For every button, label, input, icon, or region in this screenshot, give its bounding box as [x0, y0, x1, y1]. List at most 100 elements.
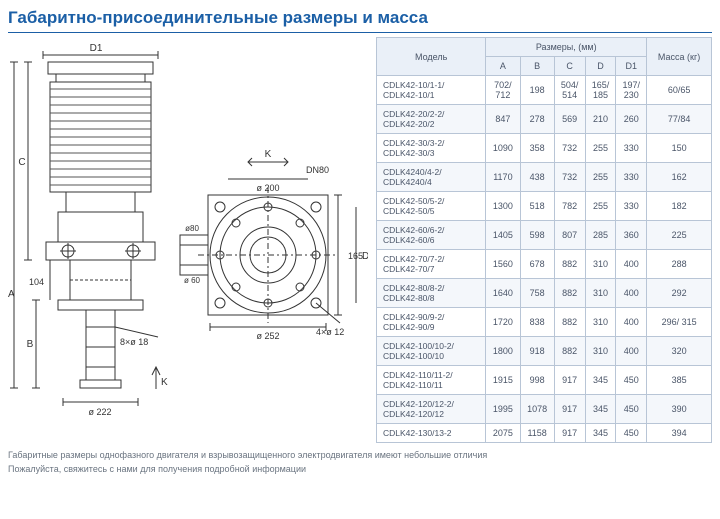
cell-D: 210	[585, 105, 616, 134]
cell-D: 310	[585, 279, 616, 308]
cell-C: 732	[554, 163, 585, 192]
cell-B: 438	[520, 163, 554, 192]
th-col: D	[585, 57, 616, 76]
cell-mass: 150	[647, 134, 712, 163]
svg-text:B: B	[27, 339, 34, 350]
cell-D: 310	[585, 308, 616, 337]
cell-A: 1170	[486, 163, 520, 192]
cell-D: 285	[585, 221, 616, 250]
cell-model: CDLK42-10/1-1/ CDLK42-10/1	[377, 76, 486, 105]
cell-B: 1078	[520, 395, 554, 424]
svg-text:DN80: DN80	[306, 165, 329, 175]
th-mass: Масса (кг)	[647, 38, 712, 76]
cell-B: 678	[520, 250, 554, 279]
cell-model: CDLK42-70/7-2/ CDLK42-70/7	[377, 250, 486, 279]
svg-text:ø 252: ø 252	[256, 331, 279, 341]
cell-D: 310	[585, 337, 616, 366]
cell-D1: 450	[616, 424, 647, 443]
cell-A: 2075	[486, 424, 520, 443]
cell-D1: 330	[616, 163, 647, 192]
cell-A: 1560	[486, 250, 520, 279]
cell-mass: 292	[647, 279, 712, 308]
table-row: CDLK42-130/13-220751158917345450394	[377, 424, 712, 443]
table-row: CDLK42-110/11-2/ CDLK42-110/111915998917…	[377, 366, 712, 395]
cell-B: 998	[520, 366, 554, 395]
svg-text:D: D	[362, 251, 368, 262]
content-row: D1	[0, 37, 720, 443]
cell-B: 198	[520, 76, 554, 105]
table-row: CDLK42-20/2-2/ CDLK42-20/284727856921026…	[377, 105, 712, 134]
cell-model: CDLK42-110/11-2/ CDLK42-110/11	[377, 366, 486, 395]
cell-D1: 260	[616, 105, 647, 134]
svg-text:A: A	[8, 289, 15, 300]
cell-D1: 400	[616, 337, 647, 366]
cell-A: 1300	[486, 192, 520, 221]
cell-D: 345	[585, 366, 616, 395]
cell-D1: 400	[616, 279, 647, 308]
cell-C: 882	[554, 279, 585, 308]
table-row: CDLK42-100/10-2/ CDLK42-100/101800918882…	[377, 337, 712, 366]
cell-C: 807	[554, 221, 585, 250]
cell-mass: 394	[647, 424, 712, 443]
th-dimensions: Размеры, (мм)	[486, 38, 647, 57]
cell-model: CDLK4240/4-2/ CDLK4240/4	[377, 163, 486, 192]
footnotes: Габаритные размеры однофазного двигателя…	[0, 443, 720, 482]
cell-mass: 296/ 315	[647, 308, 712, 337]
th-model: Модель	[377, 38, 486, 76]
cell-mass: 77/84	[647, 105, 712, 134]
cell-model: CDLK42-80/8-2/ CDLK42-80/8	[377, 279, 486, 308]
cell-A: 1995	[486, 395, 520, 424]
table-row: CDLK42-80/8-2/ CDLK42-80/816407588823104…	[377, 279, 712, 308]
cell-mass: 182	[647, 192, 712, 221]
cell-B: 758	[520, 279, 554, 308]
cell-B: 518	[520, 192, 554, 221]
cell-D1: 450	[616, 395, 647, 424]
cell-D1: 400	[616, 250, 647, 279]
cell-model: CDLK42-120/12-2/ CDLK42-120/12	[377, 395, 486, 424]
cell-model: CDLK42-130/13-2	[377, 424, 486, 443]
footnote-line: Габаритные размеры однофазного двигателя…	[8, 449, 712, 463]
cell-model: CDLK42-30/3-2/ CDLK42-30/3	[377, 134, 486, 163]
cell-B: 358	[520, 134, 554, 163]
cell-C: 569	[554, 105, 585, 134]
cell-A: 1405	[486, 221, 520, 250]
cell-D1: 197/ 230	[616, 76, 647, 105]
th-col: A	[486, 57, 520, 76]
cell-C: 917	[554, 395, 585, 424]
cell-mass: 60/65	[647, 76, 712, 105]
svg-text:ø 60: ø 60	[184, 276, 201, 285]
cell-C: 882	[554, 337, 585, 366]
cell-B: 1158	[520, 424, 554, 443]
cell-D: 255	[585, 134, 616, 163]
svg-text:ø80: ø80	[185, 224, 199, 233]
cell-C: 917	[554, 366, 585, 395]
th-col: B	[520, 57, 554, 76]
svg-text:8×ø 18: 8×ø 18	[120, 337, 148, 347]
dimensions-table: Модель Размеры, (мм) Масса (кг) A B C D …	[376, 37, 712, 443]
th-col: C	[554, 57, 585, 76]
cell-mass: 320	[647, 337, 712, 366]
cell-A: 702/ 712	[486, 76, 520, 105]
cell-B: 598	[520, 221, 554, 250]
cell-D1: 450	[616, 366, 647, 395]
cell-D: 255	[585, 163, 616, 192]
cell-model: CDLK42-20/2-2/ CDLK42-20/2	[377, 105, 486, 134]
table-row: CDLK42-60/6-2/ CDLK42-60/614055988072853…	[377, 221, 712, 250]
cell-A: 1090	[486, 134, 520, 163]
svg-text:C: C	[18, 157, 25, 168]
table-row: CDLK4240/4-2/ CDLK4240/41170438732255330…	[377, 163, 712, 192]
page-title: Габаритно-присоединительные размеры и ма…	[0, 0, 720, 32]
cell-D1: 330	[616, 192, 647, 221]
svg-text:K: K	[161, 377, 168, 388]
svg-text:K: K	[265, 149, 272, 160]
svg-text:ø 222: ø 222	[88, 407, 111, 417]
table-row: CDLK42-70/7-2/ CDLK42-70/715606788823104…	[377, 250, 712, 279]
cell-mass: 385	[647, 366, 712, 395]
cell-D: 165/ 185	[585, 76, 616, 105]
cell-B: 918	[520, 337, 554, 366]
cell-model: CDLK42-50/5-2/ CDLK42-50/5	[377, 192, 486, 221]
cell-C: 732	[554, 134, 585, 163]
table-row: CDLK42-30/3-2/ CDLK42-30/310903587322553…	[377, 134, 712, 163]
cell-mass: 288	[647, 250, 712, 279]
svg-text:4×ø 12: 4×ø 12	[316, 327, 344, 337]
